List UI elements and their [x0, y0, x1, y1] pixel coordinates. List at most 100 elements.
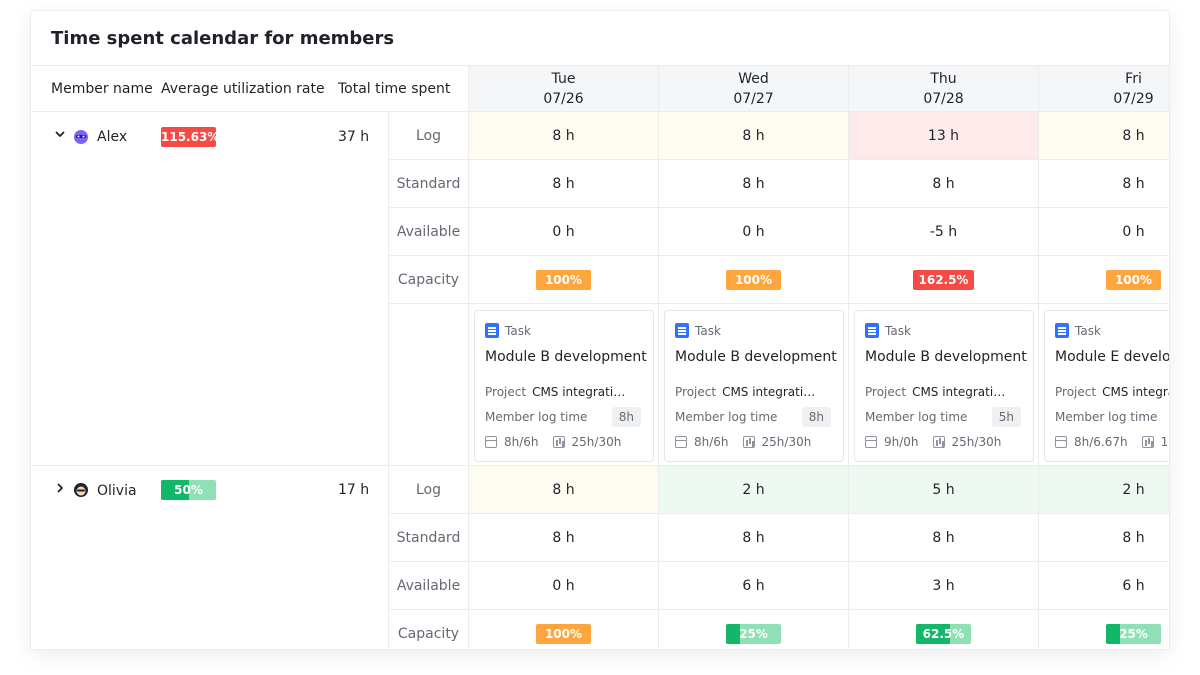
- capacity-badge: 25%: [1106, 624, 1161, 644]
- row-label-log: Log: [388, 112, 468, 160]
- row-label-capacity: Capacity: [388, 256, 468, 304]
- log-cell[interactable]: 8 h: [1038, 112, 1169, 160]
- task-name: Module E development: [1055, 349, 1170, 365]
- standard-cell: 8 h: [848, 160, 1038, 208]
- capacity-cell: 100%: [468, 610, 658, 649]
- column-average-utilization-rate: Average utilization rate: [161, 81, 325, 97]
- task-name: Module B development: [865, 349, 1027, 365]
- capacity-badge: 100%: [1106, 270, 1161, 290]
- task-cell: Task Module E development Project CMS int…: [1038, 304, 1170, 466]
- column-member-name: Member name: [51, 81, 153, 97]
- standard-cell: 8 h: [468, 160, 658, 208]
- capacity-badge: 100%: [536, 624, 591, 644]
- task-card[interactable]: Task Module B development Project CMS int…: [854, 310, 1034, 462]
- task-total-ratio: 25h/30h: [571, 435, 622, 449]
- capacity-cell: 25%: [658, 610, 848, 649]
- task-type: Task: [695, 323, 721, 338]
- capacity-cell: 100%: [658, 256, 848, 304]
- row-label-capacity: Capacity: [388, 610, 468, 649]
- task-name: Module B development: [675, 349, 837, 365]
- chevron-down-icon[interactable]: [54, 128, 66, 143]
- project-name: CMS integration ...: [532, 385, 632, 399]
- task-time-ratio: 9h/0h: [884, 435, 919, 449]
- log-cell[interactable]: 13 h: [848, 112, 1038, 160]
- standard-cell: 8 h: [658, 160, 848, 208]
- member-name[interactable]: Olivia: [97, 483, 137, 499]
- member-log-time-label: Member log time: [485, 410, 588, 424]
- day-header-0: Tue 07/26: [468, 65, 658, 112]
- project-label: Project: [675, 385, 717, 399]
- log-cell[interactable]: 2 h: [658, 466, 848, 514]
- calendar-icon: [865, 436, 877, 448]
- day-header-2: Thu 07/28: [848, 65, 1038, 112]
- standard-cell: 8 h: [1038, 514, 1169, 562]
- standard-cell: 8 h: [1038, 160, 1169, 208]
- bar-chart-icon: [932, 436, 945, 448]
- standard-cell: 8 h: [658, 514, 848, 562]
- capacity-cell: 25%: [1038, 610, 1169, 649]
- table-header-left: Member name Average utilization rate Tot…: [31, 65, 468, 112]
- task-cell: Task Module B development Project CMS int…: [848, 304, 1038, 466]
- total-time: 17 h: [338, 482, 370, 498]
- standard-cell: 8 h: [848, 514, 1038, 562]
- member-log-time-value: 8h: [801, 407, 831, 427]
- task-time-ratio: 8h/6h: [504, 435, 539, 449]
- available-cell: 3 h: [848, 562, 1038, 610]
- available-cell: 0 h: [468, 562, 658, 610]
- utilization-rate-badge: 115.63%: [161, 127, 219, 147]
- total-time: 37 h: [338, 129, 370, 145]
- capacity-cell: 100%: [468, 256, 658, 304]
- member-row-alex: Alex 115.63% 37 h: [31, 112, 388, 466]
- calendar-icon: [485, 436, 497, 448]
- log-cell[interactable]: 8 h: [468, 112, 658, 160]
- time-spent-calendar: Time spent calendar for members Member n…: [30, 10, 1170, 650]
- task-icon: [485, 323, 499, 338]
- task-time-ratio: 8h/6h: [694, 435, 729, 449]
- row-label-log: Log: [388, 466, 468, 514]
- bar-chart-icon: [552, 436, 565, 448]
- task-icon: [865, 323, 879, 338]
- capacity-badge: 100%: [536, 270, 591, 290]
- page-title: Time spent calendar for members: [51, 28, 395, 49]
- available-cell: 0 h: [468, 208, 658, 256]
- task-type: Task: [1075, 323, 1101, 338]
- project-name: CMS integra...: [1102, 385, 1169, 399]
- project-label: Project: [485, 385, 527, 399]
- capacity-cell: 62.5%: [848, 610, 1038, 649]
- log-cell[interactable]: 5 h: [848, 466, 1038, 514]
- log-cell[interactable]: 8 h: [658, 112, 848, 160]
- task-card[interactable]: Task Module E development Project CMS int…: [1044, 310, 1170, 462]
- avatar: [73, 129, 89, 145]
- task-total-ratio: 25h/30h: [761, 435, 812, 449]
- available-cell: -5 h: [848, 208, 1038, 256]
- capacity-cell: 100%: [1038, 256, 1169, 304]
- task-cell: Task Module B development Project CMS int…: [658, 304, 848, 466]
- task-card[interactable]: Task Module B development Project CMS int…: [664, 310, 844, 462]
- standard-cell: 8 h: [468, 514, 658, 562]
- project-name: CMS integration ...: [912, 385, 1012, 399]
- available-cell: 0 h: [658, 208, 848, 256]
- project-label: Project: [865, 385, 907, 399]
- task-total-ratio: 25h/30h: [951, 435, 1002, 449]
- member-log-time-label: Member log time: [1055, 410, 1158, 424]
- day-header-1: Wed 07/27: [658, 65, 848, 112]
- member-name[interactable]: Alex: [97, 129, 128, 145]
- project-name: CMS integration ...: [722, 385, 822, 399]
- log-cell[interactable]: 2 h: [1038, 466, 1169, 514]
- task-type: Task: [885, 323, 911, 338]
- project-label: Project: [1055, 385, 1097, 399]
- available-cell: 0 h: [1038, 208, 1169, 256]
- task-card[interactable]: Task Module B development Project CMS int…: [474, 310, 654, 462]
- column-total-time-spent: Total time spent: [338, 81, 451, 97]
- row-label-standard: Standard: [388, 160, 468, 208]
- day-header-3: Fri 07/29: [1038, 65, 1169, 112]
- task-name: Module B development: [485, 349, 647, 365]
- member-log-time-label: Member log time: [865, 410, 968, 424]
- member-log-time-value: 5h: [991, 407, 1021, 427]
- log-cell[interactable]: 8 h: [468, 466, 658, 514]
- bar-chart-icon: [1141, 436, 1154, 448]
- task-icon: [675, 323, 689, 338]
- capacity-badge: 25%: [726, 624, 781, 644]
- task-type: Task: [505, 323, 531, 338]
- chevron-right-icon[interactable]: [54, 482, 66, 497]
